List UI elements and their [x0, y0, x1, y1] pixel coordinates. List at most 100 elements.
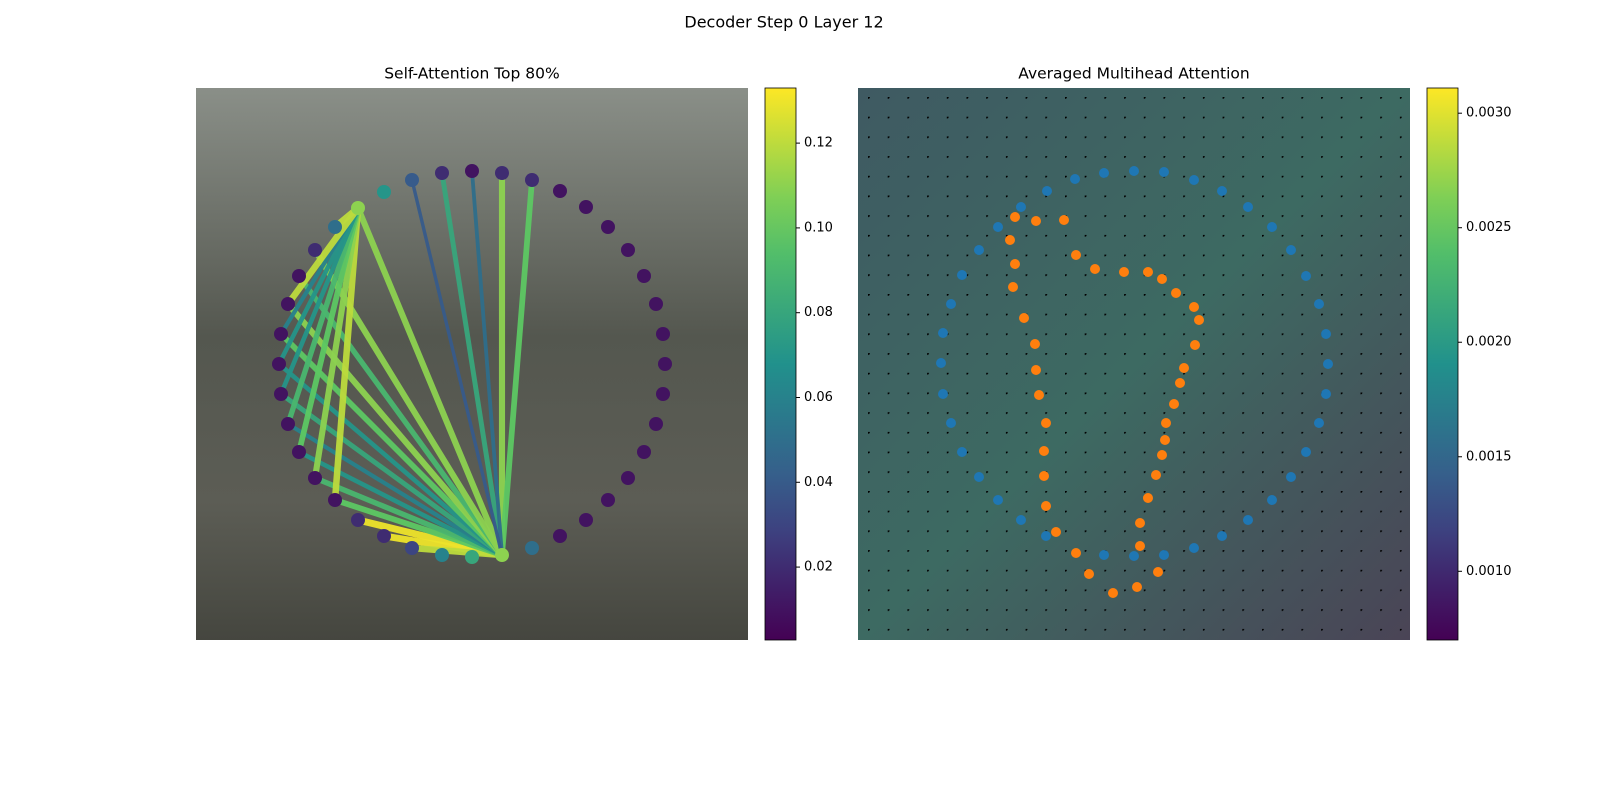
point	[1153, 567, 1163, 577]
point	[1314, 418, 1324, 428]
point	[1159, 167, 1169, 177]
attention-edge	[470, 169, 504, 557]
colorbar-tick-label: 0.0030	[1466, 106, 1512, 121]
point	[974, 245, 984, 255]
attention-edge	[278, 205, 361, 397]
colorbar-tick-label: 0.02	[804, 560, 833, 575]
point	[1071, 250, 1081, 260]
node	[656, 327, 670, 341]
attention-edge	[285, 205, 361, 427]
node	[656, 387, 670, 401]
point	[1267, 495, 1277, 505]
point	[1286, 472, 1296, 482]
point	[974, 472, 984, 482]
node	[308, 243, 322, 257]
point	[1135, 518, 1145, 528]
point	[1039, 471, 1049, 481]
point	[1070, 174, 1080, 184]
node	[292, 269, 306, 283]
attention-edge	[354, 204, 506, 559]
node	[637, 269, 651, 283]
colorbar	[1426, 87, 1459, 641]
point	[946, 418, 956, 428]
colorbar-tick-label: 0.0020	[1466, 335, 1512, 350]
attention-edge	[276, 361, 505, 558]
node	[328, 493, 342, 507]
figure-title: Decoder Step 0 Layer 12	[684, 13, 883, 32]
point	[1041, 531, 1051, 541]
point	[946, 299, 956, 309]
point	[1041, 418, 1051, 428]
point	[993, 495, 1003, 505]
point	[1267, 222, 1277, 232]
point	[1143, 267, 1153, 277]
point	[1084, 569, 1094, 579]
subplot-title: Averaged Multihead Attention	[1018, 65, 1249, 83]
point	[1301, 447, 1311, 457]
point	[1151, 470, 1161, 480]
attention-edge	[331, 204, 362, 504]
point	[1243, 202, 1253, 212]
point	[1159, 550, 1169, 560]
node	[405, 541, 419, 555]
point	[1217, 531, 1227, 541]
point	[1321, 389, 1331, 399]
node	[435, 166, 449, 180]
point	[1194, 315, 1204, 325]
node	[601, 220, 615, 234]
point	[1034, 390, 1044, 400]
attention-edge	[312, 475, 505, 558]
node	[658, 357, 672, 371]
node	[308, 471, 322, 485]
node	[272, 357, 286, 371]
colorbar-tick-label: 0.10	[804, 220, 833, 235]
point	[1217, 186, 1227, 196]
node	[281, 417, 295, 431]
point	[1039, 446, 1049, 456]
point	[1031, 365, 1041, 375]
colorbar	[764, 87, 797, 641]
node	[292, 445, 306, 459]
node	[281, 297, 295, 311]
node	[465, 550, 479, 564]
point	[1059, 215, 1069, 225]
point	[1010, 259, 1020, 269]
node	[405, 173, 419, 187]
attention-edge	[296, 205, 361, 455]
point	[1019, 313, 1029, 323]
point	[1171, 288, 1181, 298]
point	[1129, 166, 1139, 176]
colorbar-tick-label: 0.04	[804, 475, 833, 490]
point	[1189, 302, 1199, 312]
point	[993, 222, 1003, 232]
point	[1099, 168, 1109, 178]
colorbar-tick-label: 0.06	[804, 390, 833, 405]
node	[621, 243, 635, 257]
colorbar-tick-label: 0.0015	[1466, 449, 1512, 464]
point	[1135, 541, 1145, 551]
point	[1071, 548, 1081, 558]
point	[1321, 329, 1331, 339]
point	[1099, 550, 1109, 560]
point	[1090, 264, 1100, 274]
point	[1189, 175, 1199, 185]
point	[1010, 212, 1020, 222]
node	[553, 184, 567, 198]
point	[957, 447, 967, 457]
point	[1243, 515, 1253, 525]
node	[601, 493, 615, 507]
attention-edge	[285, 421, 505, 558]
point	[1132, 582, 1142, 592]
attention-edge	[284, 204, 362, 308]
attention-edge	[499, 177, 535, 558]
node	[525, 541, 539, 555]
point	[1160, 435, 1170, 445]
point	[1030, 339, 1040, 349]
colorbar-tick-label: 0.12	[804, 136, 833, 151]
node	[579, 200, 593, 214]
node	[525, 173, 539, 187]
point	[1016, 515, 1026, 525]
node	[579, 513, 593, 527]
node	[495, 548, 509, 562]
